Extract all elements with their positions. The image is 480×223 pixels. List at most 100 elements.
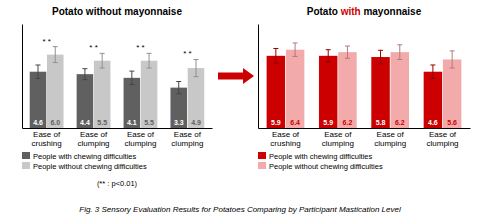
error-cap — [450, 50, 455, 51]
error-cap — [273, 48, 278, 49]
bars — [47, 55, 204, 128]
error-line — [131, 71, 132, 84]
x-tick-label: Ease ofclumping — [171, 130, 203, 148]
error-cap — [326, 49, 331, 50]
error-line — [102, 53, 103, 68]
error-cap — [176, 93, 181, 94]
error-cap — [345, 46, 350, 47]
title-part: with — [340, 6, 361, 17]
x-tick-label: Ease ofcrushing — [32, 130, 62, 148]
error-line — [328, 50, 329, 62]
x-tick-label-line: crushing — [270, 139, 300, 148]
x-tick-label: Ease ofcrushing — [270, 130, 300, 148]
error-bars — [293, 43, 455, 68]
error-line — [55, 47, 56, 63]
x-tick-label-line: Ease of — [127, 130, 155, 139]
data-label: 5.9 — [271, 119, 281, 126]
legend-label: People with chewing difficulties — [269, 152, 373, 161]
caption: Fig. 3 Sensory Evaluation Results for Po… — [79, 205, 401, 214]
error-cap — [36, 64, 41, 65]
error-bar — [450, 51, 455, 68]
x-tick-label-line: clumping — [78, 139, 110, 148]
legend-swatch — [22, 162, 30, 169]
data-labels: 5.9 5.9 5.8 4.6 — [271, 119, 438, 126]
bar — [371, 57, 389, 128]
x-tick: Ease ofclumping — [171, 128, 203, 148]
bar — [424, 72, 442, 128]
legend-swatch — [258, 152, 266, 159]
error-cap — [273, 63, 278, 64]
significance: * * — [136, 43, 144, 52]
error-line — [380, 50, 381, 63]
bar — [30, 72, 47, 128]
error-line — [149, 53, 150, 68]
error-cap — [176, 81, 181, 82]
error-cap — [193, 76, 198, 77]
x-tick-label: Ease ofclumping — [322, 130, 354, 148]
x-tick-label-line: Ease of — [324, 130, 352, 139]
legend-swatch — [258, 162, 266, 169]
error-bar — [176, 82, 181, 94]
x-tick-label-line: clumping — [322, 139, 354, 148]
legend: People with chewing difficultiesPeople w… — [22, 152, 147, 171]
y-axis — [22, 25, 23, 129]
bars — [286, 50, 462, 128]
note: (** : p<0.01) — [97, 179, 138, 188]
error-cap — [53, 62, 58, 63]
data-label: 5.5 — [97, 119, 107, 126]
x-tick-label-line: Ease of — [272, 130, 300, 139]
error-bar — [273, 48, 278, 63]
error-cap — [397, 59, 402, 60]
error-bar — [100, 53, 105, 68]
error-line — [347, 46, 348, 58]
legend-item: People with chewing difficulties — [258, 152, 373, 161]
figure: 4.64.44.13.36.05.55.54.9* ** ** ** *Ease… — [0, 0, 480, 223]
data-label: 5.9 — [323, 119, 333, 126]
error-line — [432, 65, 433, 78]
legend: People with chewing difficultiesPeople w… — [258, 152, 383, 171]
legend-item: People without chewing difficulties — [22, 162, 147, 171]
x-tick: Ease ofcrushing — [32, 128, 62, 148]
error-cap — [397, 44, 402, 45]
error-line — [38, 65, 39, 78]
error-bars — [53, 47, 199, 77]
bar — [443, 59, 461, 128]
y-axis-line — [258, 25, 259, 129]
data-label: 6.4 — [290, 119, 300, 126]
data-label: 6.0 — [50, 119, 60, 126]
bar — [47, 55, 64, 128]
x-axis-line — [23, 128, 213, 129]
error-bar — [326, 50, 331, 62]
x-tick-label-line: Ease of — [174, 130, 202, 139]
error-bar — [36, 65, 41, 78]
legend-label: People without chewing difficulties — [33, 162, 147, 171]
error-bar — [193, 59, 198, 76]
data-label: 4.6 — [33, 119, 43, 126]
data-labels: 6.46.26.25.6 — [290, 119, 457, 126]
plot-area — [267, 43, 462, 128]
data-label: 5.8 — [376, 119, 386, 126]
error-cap — [326, 61, 331, 62]
error-cap — [53, 46, 58, 47]
error-line — [275, 48, 276, 63]
bar — [124, 78, 141, 128]
error-cap — [36, 78, 41, 79]
error-line — [295, 43, 296, 56]
data-label: 4.4 — [80, 119, 90, 126]
bar — [94, 61, 111, 128]
x-tick-label-line: Ease of — [377, 130, 405, 139]
legend-item: People without chewing difficulties — [258, 162, 383, 171]
error-cap — [147, 68, 152, 69]
x-tick: Ease ofclumping — [427, 128, 459, 148]
data-labels: 6.05.55.54.9 — [50, 119, 201, 126]
title-part: Potato — [307, 6, 341, 17]
error-line — [178, 82, 179, 94]
x-tick: Ease ofclumping — [78, 128, 110, 148]
bar — [267, 56, 285, 128]
error-cap — [129, 71, 134, 72]
error-cap — [430, 78, 435, 79]
title: Potato with mayonnaise — [307, 6, 422, 17]
x-axis: Ease ofcrushingEase ofclumpingEase ofclu… — [23, 128, 213, 148]
data-label: 4.6 — [428, 119, 438, 126]
x-tick-label: Ease ofclumping — [427, 130, 459, 148]
